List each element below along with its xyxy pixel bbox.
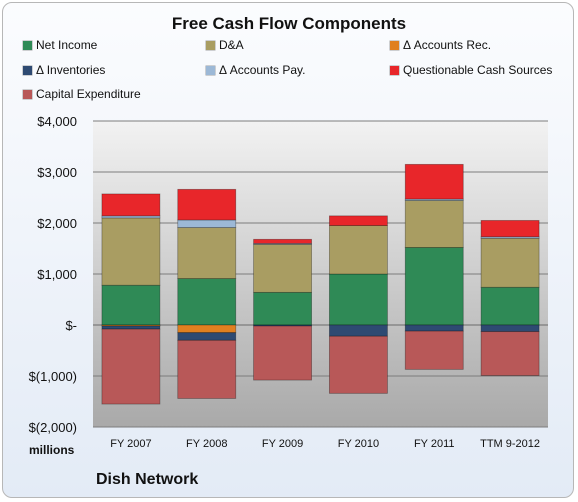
bar-segment	[177, 219, 237, 228]
legend-item-d-and-a: D&A	[206, 38, 244, 52]
bar-segment	[404, 247, 464, 326]
x-tick-label: FY 2011	[414, 438, 455, 450]
legend-label: Δ Accounts Rec.	[403, 38, 492, 52]
legend-item-accounts-pay: Δ Accounts Pay.	[206, 63, 306, 77]
bar-segment	[480, 324, 540, 333]
legend-swatch	[206, 65, 215, 75]
legend-item-accounts-rec: Δ Accounts Rec.	[390, 38, 491, 52]
y-tick-label: $2,000	[37, 216, 77, 231]
legend-swatch	[23, 65, 32, 75]
y-tick-label: $-	[65, 318, 77, 333]
bar-segment	[253, 325, 312, 381]
bar-segment	[101, 193, 161, 217]
bar-segment	[177, 227, 237, 279]
legend-label: Questionable Cash Sources	[403, 63, 553, 77]
bar-segment	[480, 286, 540, 326]
legend-item-questionable-cash: Questionable Cash Sources	[390, 63, 552, 77]
bar-segment	[329, 335, 388, 394]
bar-segment	[253, 291, 312, 326]
bar-segment	[101, 325, 161, 330]
y-tick-label: $1,000	[37, 267, 77, 282]
legend-swatch	[390, 65, 399, 75]
bar-segment	[177, 324, 237, 334]
bar-segment	[329, 215, 388, 226]
bar-segment	[253, 244, 312, 293]
bar-segment	[177, 188, 237, 221]
chart-legend: Net Income D&A Δ Accounts Rec. Δ Invento…	[0, 0, 578, 110]
legend-swatch	[23, 40, 32, 50]
bar-segment	[101, 217, 161, 286]
bar-segment	[177, 339, 237, 399]
x-tick-label: TTM 9-2012	[480, 438, 540, 450]
bar-segment	[101, 215, 161, 219]
x-tick-label: FY 2010	[338, 438, 379, 450]
y-tick-label: $(1,000)	[29, 369, 77, 384]
bar-segment	[253, 238, 312, 244]
bar-segment	[480, 236, 540, 239]
x-tick-label: FY 2007	[110, 438, 151, 450]
bar-segment	[480, 237, 540, 288]
x-tick-label: FY 2009	[262, 438, 303, 450]
y-tick-label: $4,000	[37, 114, 77, 129]
bar-segment	[480, 331, 540, 376]
bar-segment	[329, 225, 388, 275]
chart-title: Free Cash Flow Components	[171, 14, 407, 33]
x-tick-label: FY 2008	[186, 438, 227, 450]
legend-item-capex: Capital Expenditure	[23, 87, 141, 101]
y-tick-label: $3,000	[37, 165, 77, 180]
bar-segment	[177, 332, 237, 341]
bar-segment	[101, 284, 161, 326]
legend-label: Capital Expenditure	[36, 87, 141, 101]
company-name: Dish Network	[96, 471, 199, 488]
bar-segment	[480, 220, 540, 238]
legend-label: Δ Accounts Pay.	[219, 63, 306, 77]
bar-segment	[404, 330, 464, 370]
legend-label: Net Income	[36, 38, 98, 52]
y-tick-label: $(2,000)	[29, 420, 77, 435]
legend-label: Δ Inventories	[36, 63, 106, 77]
legend-swatch	[23, 89, 32, 99]
bar-segment	[404, 200, 464, 248]
legend-item-net-income: Net Income	[23, 38, 97, 52]
units-label: millions	[29, 443, 75, 457]
legend-swatch	[206, 40, 215, 50]
legend-label: D&A	[219, 38, 244, 52]
bar-segment	[101, 328, 161, 405]
legend-item-inventories: Δ Inventories	[23, 63, 105, 77]
bar-segment	[329, 324, 388, 337]
bar-segment	[177, 278, 237, 326]
legend-swatch	[390, 40, 399, 50]
bar-segment	[404, 324, 464, 332]
bar-segment	[404, 163, 464, 200]
bar-segment	[329, 273, 388, 326]
